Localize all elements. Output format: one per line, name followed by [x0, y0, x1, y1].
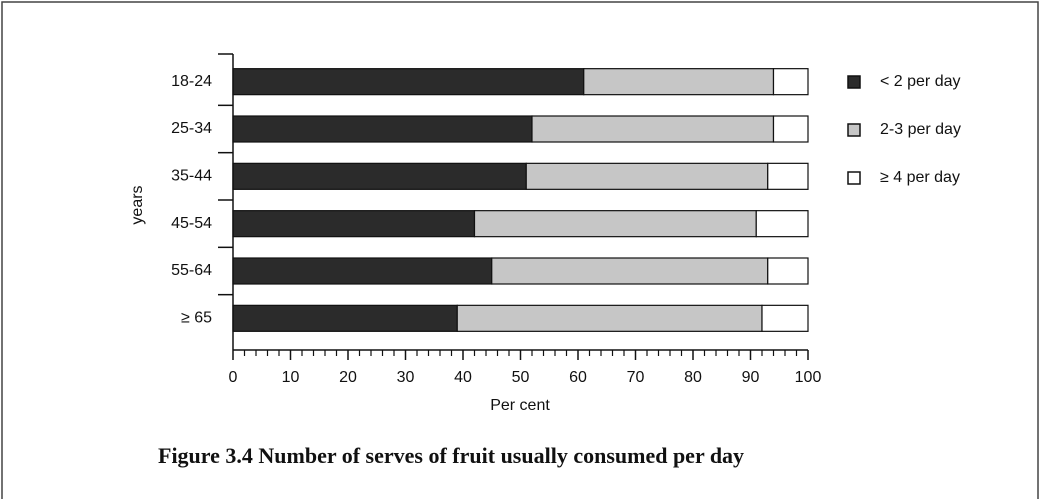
legend-swatch [847, 75, 861, 89]
bar-segment [772, 68, 809, 96]
x-tick-label: 40 [454, 369, 472, 386]
y-tick-label: 18-24 [171, 73, 212, 90]
y-tick-label: 25-34 [171, 120, 212, 137]
chart-title: Figure 3.4 Number of serves of fruit usu… [158, 443, 744, 468]
legend-swatch [847, 171, 861, 185]
bar-segment [755, 210, 809, 238]
x-tick-label: 30 [397, 369, 415, 386]
bar-segment [761, 304, 809, 332]
y-tick-label: 35-44 [171, 168, 212, 185]
bar-segment [232, 257, 493, 285]
legend-swatch [847, 123, 861, 137]
y-tick-label: 55-64 [171, 262, 212, 279]
legend-label: ≥ 4 per day [880, 169, 960, 186]
y-axis-title: years [129, 185, 146, 224]
x-tick-label: 50 [512, 369, 530, 386]
bar-segment [531, 115, 775, 143]
bar-segment [232, 304, 458, 332]
x-tick-label: 70 [627, 369, 645, 386]
legend-label: < 2 per day [880, 73, 961, 90]
x-tick-label: 60 [569, 369, 587, 386]
bar-segment [473, 210, 757, 238]
bar-segment [232, 115, 533, 143]
x-axis-title: Per cent [490, 397, 550, 414]
bar-segment [583, 68, 775, 96]
x-tick-label: 0 [229, 369, 238, 386]
bar-segment [525, 162, 769, 190]
bar-segment [767, 162, 809, 190]
legend-label: 2-3 per day [880, 121, 961, 138]
bar-segment [232, 210, 476, 238]
y-tick-label: 45-54 [171, 215, 212, 232]
x-tick-label: 20 [339, 369, 357, 386]
bar-segment [232, 68, 585, 96]
x-tick-label: 80 [684, 369, 702, 386]
y-tick-label: ≥ 65 [181, 310, 212, 327]
x-tick-label: 90 [742, 369, 760, 386]
bar-segment [456, 304, 763, 332]
x-tick-label: 10 [282, 369, 300, 386]
x-tick-label: 100 [795, 369, 822, 386]
bar-segment [491, 257, 769, 285]
bar-segment [772, 115, 809, 143]
bar-segment [767, 257, 809, 285]
bar-segment [232, 162, 527, 190]
